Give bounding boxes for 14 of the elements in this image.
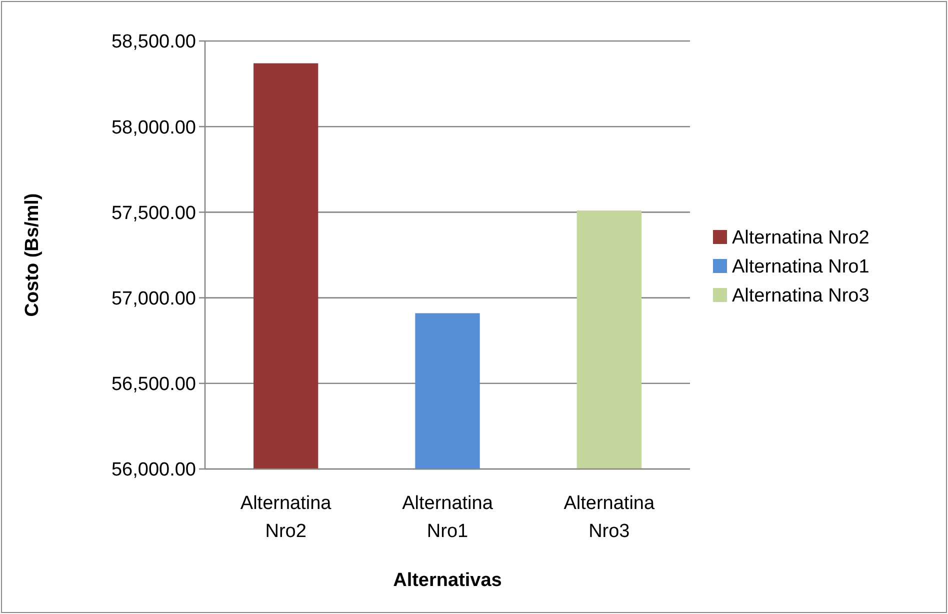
y-axis-title: Costo (Bs/ml) bbox=[22, 193, 43, 317]
y-tick-label: 57,500.00 bbox=[111, 202, 196, 224]
x-tick-label: Alternatina Nro3 bbox=[564, 493, 656, 542]
legend-label: Alternatina Nro1 bbox=[732, 256, 870, 278]
y-tick-label: 57,000.00 bbox=[111, 288, 196, 310]
legend-label: Alternatina Nro3 bbox=[732, 286, 870, 307]
y-tick-label: 58,500.00 bbox=[111, 32, 196, 53]
y-tick-label: 58,000.00 bbox=[111, 117, 196, 138]
x-tick-label: Alternatina Nro2 bbox=[240, 493, 332, 542]
y-tick-label: 56,000.00 bbox=[111, 460, 196, 481]
legend-label: Alternatina Nro2 bbox=[732, 228, 870, 249]
x-axis-title: Alternativas bbox=[393, 570, 502, 591]
y-tick-label: 56,500.00 bbox=[111, 374, 196, 396]
x-tick-label: Alternatina Nro1 bbox=[402, 493, 494, 542]
